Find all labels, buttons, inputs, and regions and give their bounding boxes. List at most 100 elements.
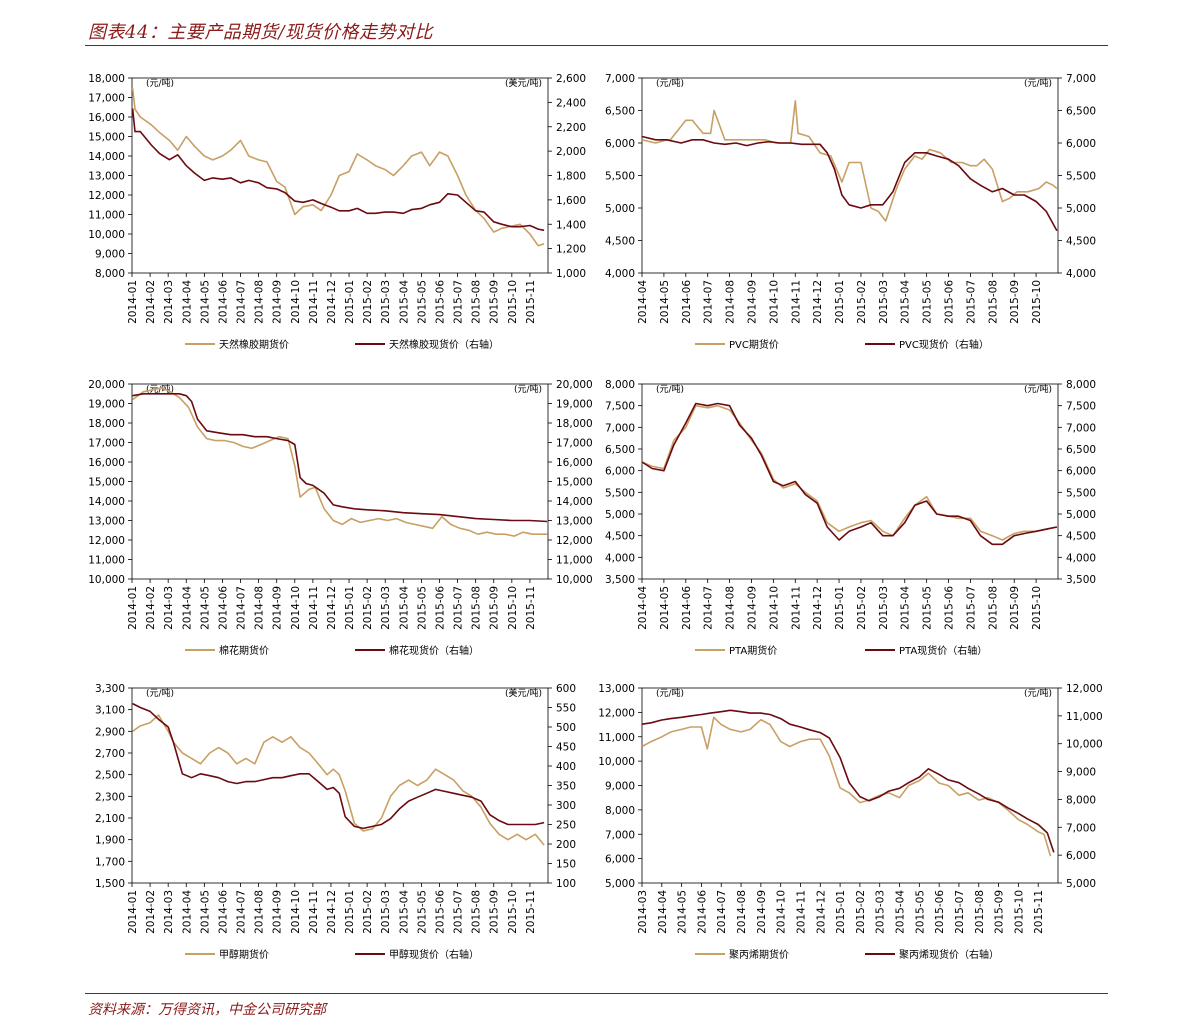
y-right-tick-label: 5,500 <box>1066 487 1096 499</box>
y-left-tick-label: 16,000 <box>88 457 125 469</box>
y-left-tick-label: 14,000 <box>88 151 125 163</box>
x-tick-label: 2014-07 <box>236 280 248 324</box>
y-left-tick-label: 11,000 <box>598 732 635 744</box>
x-tick-label: 2015-08 <box>987 586 999 630</box>
y-right-tick-label: 1,000 <box>556 268 586 280</box>
x-tick-label: 2015-08 <box>974 890 986 934</box>
x-tick-label: 2015-05 <box>914 890 926 934</box>
y-right-tick-label: 450 <box>556 742 576 754</box>
x-tick-label: 2014-04 <box>181 280 193 324</box>
x-tick-label: 2015-02 <box>362 280 374 324</box>
y-left-tick-label: 5,000 <box>605 509 635 521</box>
y-right-tick-label: 13,000 <box>556 516 593 528</box>
right-unit-label: (美元/吨) <box>505 77 542 89</box>
x-tick-label: 2015-03 <box>380 280 392 324</box>
x-tick-label: 2015-06 <box>434 586 446 630</box>
x-tick-label: 2015-09 <box>1009 280 1021 324</box>
y-left-tick-label: 13,000 <box>88 171 125 183</box>
x-tick-label: 2015-02 <box>856 280 868 324</box>
y-left-tick-label: 5,000 <box>605 203 635 215</box>
y-right-tick-label: 11,000 <box>556 555 593 567</box>
futures-price-line <box>132 714 545 846</box>
y-right-tick-label: 16,000 <box>556 457 593 469</box>
x-tick-label: 2014-04 <box>181 586 193 630</box>
legend-label: 棉花现货价（右轴） <box>389 644 479 657</box>
x-tick-label: 2014-10 <box>290 280 302 324</box>
y-right-tick-label: 550 <box>556 703 576 715</box>
y-left-tick-label: 8,000 <box>605 805 635 817</box>
x-tick-label: 2014-04 <box>181 890 193 934</box>
x-tick-label: 2014-05 <box>199 280 211 324</box>
x-tick-label: 2015-06 <box>934 890 946 934</box>
right-unit-label: (元/吨) <box>514 383 542 395</box>
y-left-tick-label: 16,000 <box>88 112 125 124</box>
y-left-tick-label: 13,000 <box>598 683 635 695</box>
y-left-tick-label: 12,000 <box>598 707 635 719</box>
y-left-tick-label: 4,500 <box>605 531 635 543</box>
y-right-tick-label: 1,400 <box>556 219 586 231</box>
y-left-tick-label: 14,000 <box>88 496 125 508</box>
x-tick-label: 2015-05 <box>416 280 428 324</box>
y-left-tick-label: 19,000 <box>88 399 125 411</box>
y-left-tick-label: 8,000 <box>95 268 125 280</box>
y-left-tick-label: 9,000 <box>605 781 635 793</box>
y-right-tick-label: 2,000 <box>556 146 586 158</box>
chart-panel-polypropylene: 5,000 6,000 7,000 8,000 9,000 10,000 11,000 12,… <box>580 672 1110 972</box>
y-right-tick-label: 400 <box>556 761 576 773</box>
x-tick-label: 2014-09 <box>272 586 284 630</box>
left-unit-label: (元/吨) <box>146 687 174 699</box>
y-left-tick-label: 10,000 <box>88 574 125 586</box>
legend-label: 甲醇现货价（右轴） <box>389 948 479 961</box>
x-tick-label: 2015-10 <box>1013 890 1025 934</box>
y-right-tick-label: 1,200 <box>556 244 586 256</box>
x-tick-label: 2014-09 <box>272 890 284 934</box>
x-tick-label: 2014-11 <box>308 280 320 324</box>
legend-label: 甲醇期货价 <box>219 948 269 961</box>
y-left-tick-label: 6,000 <box>605 466 635 478</box>
right-unit-label: (美元/吨) <box>505 687 542 699</box>
y-left-tick-label: 6,500 <box>605 444 635 456</box>
y-left-tick-label: 2,500 <box>95 770 125 782</box>
x-tick-label: 2014-03 <box>637 890 649 934</box>
x-tick-label: 2014-07 <box>236 586 248 630</box>
spot-price-line <box>641 709 1055 853</box>
y-left-tick-label: 13,000 <box>88 516 125 528</box>
y-left-tick-label: 2,700 <box>95 748 125 760</box>
x-tick-label: 2015-01 <box>344 280 356 324</box>
chart-panel-pta: 3,500 4,000 4,500 5,000 5,500 6,000 6,500 7,000… <box>580 368 1110 668</box>
x-tick-label: 2014-10 <box>290 890 302 934</box>
y-right-tick-label: 17,000 <box>556 438 593 450</box>
x-tick-label: 2015-05 <box>416 586 428 630</box>
x-tick-label: 2015-07 <box>453 586 465 630</box>
x-tick-label: 2015-10 <box>1031 586 1043 630</box>
y-right-tick-label: 1,600 <box>556 195 586 207</box>
x-tick-label: 2014-06 <box>681 280 693 324</box>
x-tick-label: 2014-02 <box>145 890 157 934</box>
y-right-tick-label: 5,500 <box>1066 171 1096 183</box>
x-tick-label: 2014-02 <box>145 586 157 630</box>
x-tick-label: 2015-10 <box>507 586 519 630</box>
y-left-tick-label: 17,000 <box>88 93 125 105</box>
x-tick-label: 2014-10 <box>776 890 788 934</box>
x-tick-label: 2014-06 <box>696 890 708 934</box>
y-left-tick-label: 9,000 <box>95 249 125 261</box>
y-left-tick-label: 10,000 <box>88 229 125 241</box>
x-tick-label: 2014-01 <box>127 280 139 324</box>
x-tick-label: 2015-04 <box>398 280 410 324</box>
y-right-tick-label: 2,200 <box>556 122 586 134</box>
x-tick-label: 2014-01 <box>127 890 139 934</box>
x-tick-label: 2015-08 <box>471 586 483 630</box>
x-tick-label: 2015-10 <box>507 890 519 934</box>
futures-price-line <box>641 404 1058 541</box>
y-left-tick-label: 8,000 <box>605 379 635 391</box>
x-tick-label: 2014-09 <box>746 586 758 630</box>
x-tick-label: 2014-06 <box>681 586 693 630</box>
y-right-tick-label: 500 <box>556 722 576 734</box>
plot-frame <box>641 687 1059 884</box>
x-tick-label: 2015-06 <box>434 890 446 934</box>
x-tick-label: 2014-10 <box>290 586 302 630</box>
x-tick-label: 2015-02 <box>362 586 374 630</box>
legend-label: PTA现货价（右轴） <box>899 644 987 657</box>
x-tick-label: 2014-01 <box>127 586 139 630</box>
y-left-tick-label: 15,000 <box>88 477 125 489</box>
